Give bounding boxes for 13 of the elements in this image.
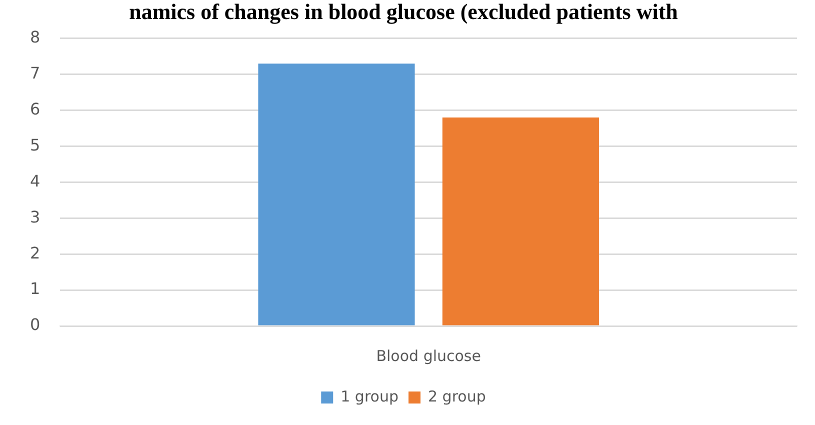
x-tick-label: Blood glucose	[376, 346, 481, 365]
legend-label: 1 group	[340, 387, 399, 406]
y-tick-label: 8	[30, 28, 40, 47]
y-tick-label: 4	[30, 171, 40, 190]
y-tick-label: 6	[30, 99, 40, 118]
y-tick-label: 3	[30, 207, 40, 226]
y-tick-label: 1	[30, 279, 40, 298]
legend-label: 2 group	[428, 387, 486, 406]
y-tick-label: 7	[30, 64, 40, 83]
chart-title: namics of changes in blood glucose (excluded patients with	[129, 0, 678, 24]
y-tick-label: 0	[30, 315, 40, 334]
y-tick-label: 2	[30, 243, 40, 262]
y-tick-label: 5	[30, 135, 40, 154]
